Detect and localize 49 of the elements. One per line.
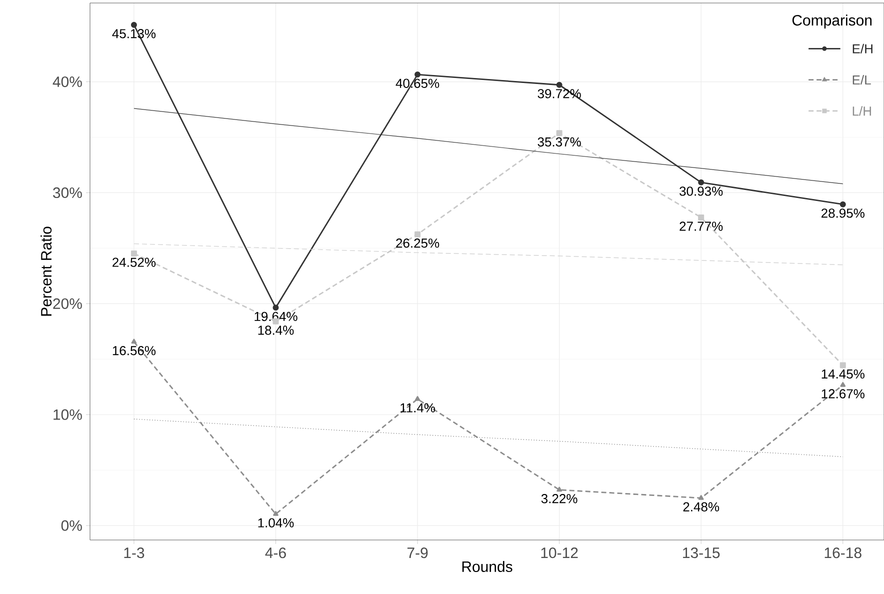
data-label: 27.77% [680, 222, 723, 231]
x-tick-label: 1-3 [124, 548, 144, 558]
data-label: 12.67% [822, 389, 864, 398]
point [414, 396, 420, 401]
point [840, 382, 846, 387]
point [698, 495, 704, 500]
data-label: 26.25% [396, 238, 440, 248]
point [130, 250, 137, 257]
y-tick-label: 0% [61, 520, 82, 531]
data-label: 16.56% [112, 346, 156, 356]
line-series [134, 418, 844, 458]
data-label: 1.04% [258, 518, 294, 528]
point [840, 201, 846, 208]
data-label: 3.22% [541, 494, 578, 504]
x-tick-label: 16-18 [824, 548, 862, 558]
y-tick-label: 20% [53, 298, 82, 309]
data-label: 30.93% [680, 186, 723, 196]
x-axis-title: Rounds [462, 561, 512, 572]
y-tick-label: 10% [54, 409, 82, 420]
legend-label: E/H [852, 44, 872, 54]
point [131, 338, 137, 344]
x-tick-label: 7-9 [407, 548, 428, 558]
data-label: 28.95% [821, 208, 864, 218]
point [698, 179, 704, 186]
data-label: 2.48% [683, 502, 720, 512]
legend-title: Comparison [792, 14, 872, 29]
data-label: 11.4% [400, 403, 436, 412]
y-axis-title: Percent Ratio [40, 226, 52, 316]
x-tick-label: 4-6 [265, 548, 286, 558]
point [272, 304, 279, 311]
point [556, 130, 562, 136]
y-tick-label: 30% [53, 187, 82, 198]
point [840, 362, 846, 368]
point [130, 22, 137, 28]
x-tick-label: 13-15 [683, 548, 720, 558]
data-label: 24.52% [112, 258, 156, 267]
data-label: 35.37% [538, 137, 581, 147]
legend-label: L/H [852, 106, 871, 116]
legend-label: E/L [852, 75, 871, 85]
y-tick-label: 40% [52, 76, 82, 88]
point [414, 231, 421, 238]
point [414, 72, 421, 78]
data-label: 14.45% [822, 369, 864, 379]
point [556, 82, 562, 88]
x-tick-label: 10-12 [541, 548, 578, 558]
point [273, 511, 278, 516]
point [556, 486, 562, 492]
point [698, 214, 704, 220]
data-label: 18.4% [258, 326, 294, 335]
